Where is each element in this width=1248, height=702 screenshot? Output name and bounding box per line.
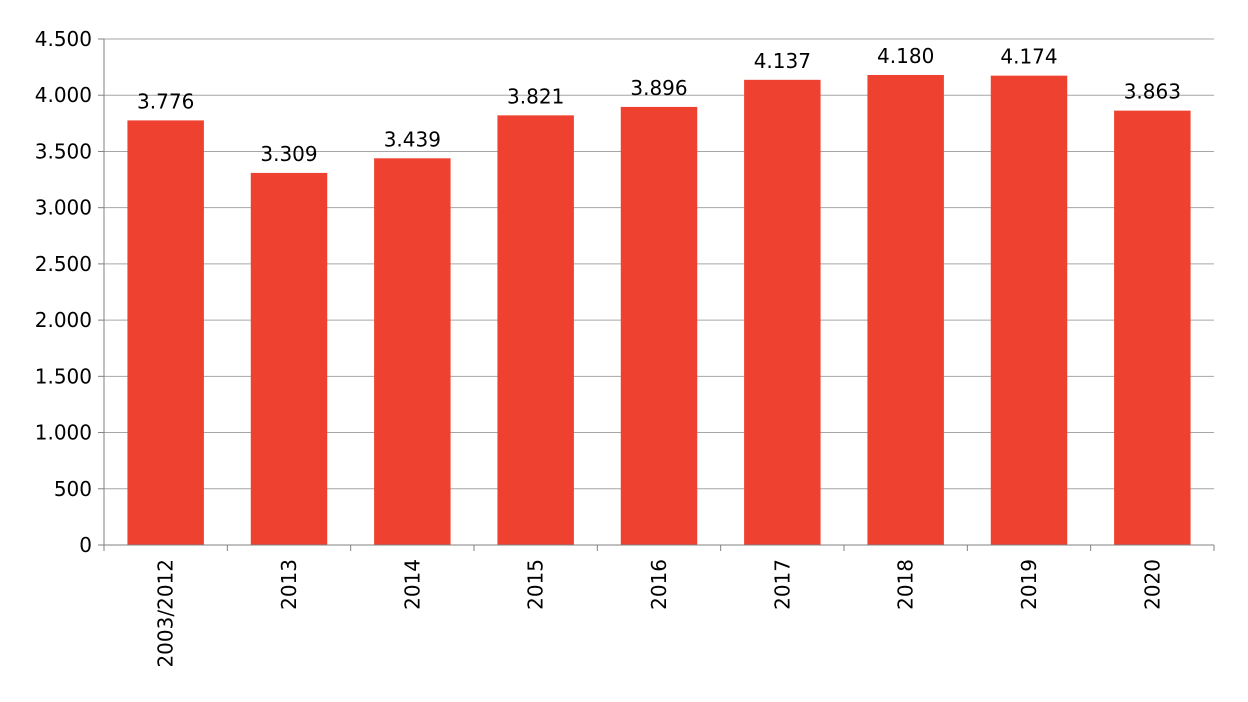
- bar: [250, 172, 328, 545]
- data-label: 3.863: [1124, 80, 1181, 104]
- y-tick-label: 1.500: [35, 364, 92, 388]
- x-tick-label: 2003/2012: [154, 559, 178, 668]
- data-labels: 3.776 3.309 3.439 3.821 3.896 4.137 4.180 4.174…: [137, 44, 1181, 166]
- y-tick-label: 4.500: [35, 27, 92, 51]
- bars: [127, 74, 1191, 546]
- y-tick-label: 1.000: [35, 421, 92, 445]
- bar: [127, 120, 204, 545]
- bar: [1114, 110, 1191, 546]
- bar: [374, 158, 451, 545]
- x-tick-label: 2016: [647, 559, 671, 610]
- data-label: 3.821: [507, 84, 564, 108]
- x-tick-label: 2017: [770, 559, 794, 610]
- y-tick-label: 2.000: [35, 308, 92, 332]
- y-tick-label: 2.500: [35, 252, 92, 276]
- y-tick-label: 3.500: [35, 139, 92, 163]
- y-tick-label: 3.000: [35, 196, 92, 220]
- data-label: 4.137: [754, 49, 811, 73]
- data-label: 3.439: [384, 127, 441, 151]
- bar: [990, 75, 1068, 545]
- bar: [867, 74, 944, 545]
- data-label: 3.776: [137, 89, 194, 113]
- axes: [98, 38, 1215, 551]
- x-tick-label: 2019: [1017, 559, 1041, 610]
- x-tick-label: 2013: [277, 559, 301, 610]
- bar: [620, 106, 698, 545]
- x-tick-label: 2015: [524, 559, 548, 610]
- x-tick-label: 2014: [400, 559, 424, 610]
- y-tick-label: 500: [54, 477, 92, 501]
- y-tick-label: 0: [79, 533, 92, 557]
- x-axis-category-labels: 2003/2012 2013 2014 2015 2016 2017 2018 2019 202…: [154, 559, 1165, 668]
- data-label: 4.180: [877, 44, 934, 68]
- x-tick-label: 2018: [894, 559, 918, 610]
- bar: [744, 79, 821, 546]
- y-axis-tick-labels: 0 500 1.000 1.500 2.000 2.500 3.000 3.500 4.000 4…: [35, 27, 92, 557]
- data-label: 4.174: [1000, 45, 1057, 69]
- data-label: 3.309: [260, 142, 317, 166]
- x-tick-label: 2020: [1140, 559, 1164, 610]
- data-label: 3.896: [630, 76, 687, 100]
- y-tick-label: 4.000: [35, 83, 92, 107]
- bar: [497, 115, 574, 545]
